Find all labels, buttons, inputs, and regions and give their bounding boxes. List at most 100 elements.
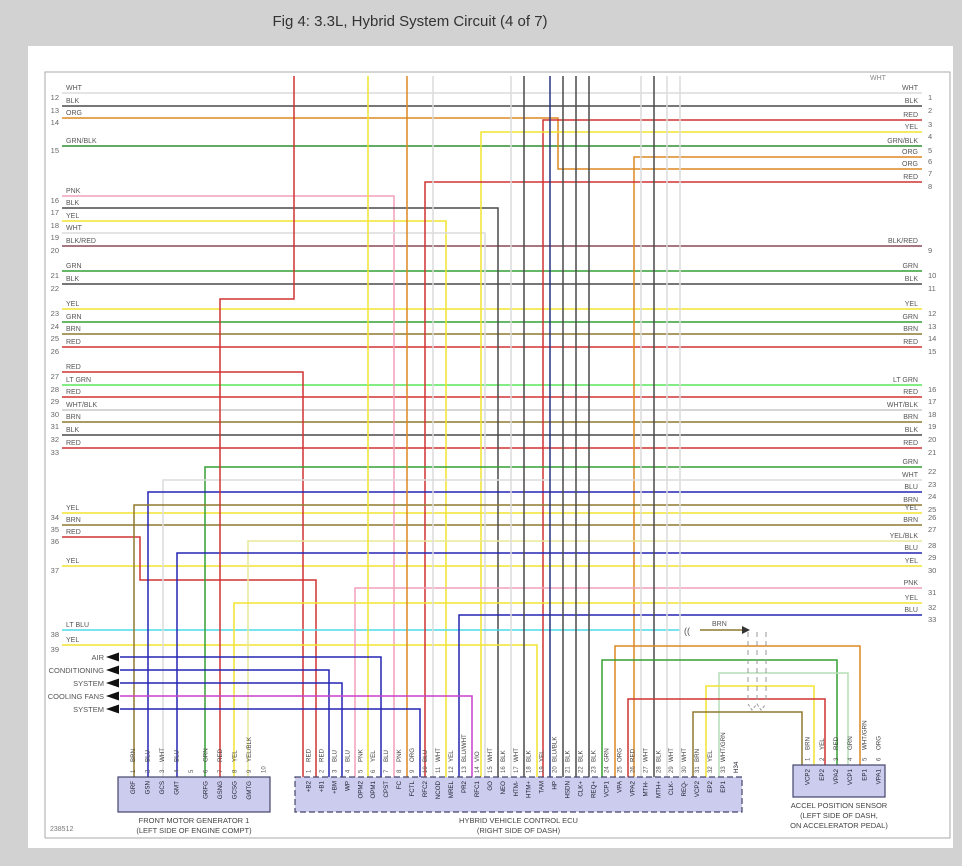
figure-title: Fig 4: 3.3L, Hybrid System Circuit (4 of… (272, 13, 548, 30)
connector-pin-name: REQ- (681, 781, 688, 796)
left-pin-number: 31 (51, 422, 59, 431)
right-wire-color-label: GRN (902, 263, 918, 270)
right-wire-color-label: BLK (905, 427, 919, 434)
left-pin-number: 30 (51, 410, 59, 419)
connector-pin-number: 6 (371, 769, 377, 773)
right-wire-color-label: ORG (902, 161, 918, 168)
connector-wire-color: VIO (474, 751, 481, 762)
wire-org (633, 156, 922, 777)
right-pin-number: 31 (928, 588, 936, 597)
connector-pin-number: 19 (540, 766, 546, 773)
connector-pin-number: 29 (669, 766, 675, 773)
connector-pin-name: VPA1 (875, 768, 882, 784)
left-pin-number: 35 (51, 525, 59, 534)
right-wire-color-label: LT GRN (893, 377, 918, 384)
right-wire-color-label: BLK (905, 276, 919, 283)
wire-yel (233, 602, 922, 777)
right-pin-number: 3 (928, 120, 932, 129)
connector-wire-color: GRN (202, 748, 209, 762)
wire-red (219, 76, 295, 777)
system-label: SYSTEM (73, 679, 104, 688)
right-wire-color-label: YEL (905, 124, 918, 131)
right-pin-number: 14 (928, 334, 936, 343)
right-wire-color-label: WHT/BLK (887, 402, 918, 409)
connector-pin-number: 25 (617, 766, 623, 773)
connector-pin-number: 31 (695, 766, 701, 773)
connector-pin-number: 3 (332, 769, 338, 773)
wire-blu (176, 552, 922, 777)
left-pin-number: 26 (51, 347, 59, 356)
left-pin-number: 36 (51, 537, 59, 546)
right-wire-color-label: BLU (904, 607, 918, 614)
wire-blu (147, 491, 922, 777)
connector-wire-color: BLU (344, 750, 351, 762)
connector-pin-name: GCSG (231, 781, 238, 799)
connector-wire-color: YEL/BLK (246, 736, 253, 762)
shield-dash-end (747, 703, 767, 711)
connector-wire-color: WHT (159, 748, 166, 762)
connector-pin-number: 14 (475, 766, 481, 773)
right-wire-color-label: RED (903, 339, 918, 346)
right-wire-color-label: GRN (902, 314, 918, 321)
connector-pin-name: OPM1 (370, 780, 377, 798)
connector-pin-number: 23 (592, 766, 598, 773)
connector-id: H34 (733, 761, 740, 773)
connector-pin-number: 4 (848, 757, 854, 761)
figure-number: 238512 (50, 826, 73, 833)
left-wire-color-label: GRN (66, 314, 82, 321)
connector-wire-color: WHT/GRN (720, 732, 727, 762)
connector-pin-name: GSN (144, 781, 151, 794)
right-wire-color-label: YEL (905, 301, 918, 308)
right-wire-color-label: YEL (905, 558, 918, 565)
connector-wire-color: WHT/GRN (861, 720, 868, 750)
connector-pin-number: 6 (203, 769, 209, 773)
right-wire-color-label: WHT (902, 85, 919, 92)
connector-pin-name: GO (487, 781, 494, 791)
connector-pin-name: FCTL (409, 780, 416, 796)
connector-pin-number: 28 (656, 766, 662, 773)
right-pin-number: 2 (928, 106, 932, 115)
connector-pin-name: GCS (159, 781, 166, 794)
connector-box (792, 764, 886, 798)
left-pin-number: 37 (51, 566, 59, 575)
connector-pin-number: 1 (306, 769, 312, 773)
connector-wire-color: ORG (875, 736, 882, 750)
right-pin-number: 22 (928, 467, 936, 476)
left-wire-color-label: RED (66, 364, 81, 371)
connector-pin-number: 16 (501, 766, 507, 773)
right-wire-color-label: PNK (904, 580, 919, 587)
wire-red (424, 181, 922, 777)
right-pin-number: 32 (928, 603, 936, 612)
right-pin-number: 6 (928, 157, 932, 166)
connector-pin-name: EP2 (819, 768, 826, 780)
connector-wire-color: BLK (655, 749, 662, 762)
left-wire-color-label: GRN/BLK (66, 138, 97, 145)
left-pin-number: 19 (51, 233, 59, 242)
wire-yel-blk (247, 540, 922, 777)
right-pin-number: 26 (928, 513, 936, 522)
connector-wire-color: YEL (370, 750, 377, 762)
wire-org (614, 645, 861, 777)
connector-pin-number: 5 (862, 757, 868, 761)
left-wire-color-label: LT GRN (66, 377, 91, 384)
left-wire-color-label: BLK (66, 427, 80, 434)
right-wire-color-label: BRN (903, 517, 918, 524)
wire-grn (601, 659, 838, 777)
connector-pin-name: TAM (539, 781, 546, 794)
right-wire-color-label: BLU (904, 484, 918, 491)
left-pin-number: 17 (51, 208, 59, 217)
right-pin-number: 25 (928, 505, 936, 514)
connector-pin-number: 32 (708, 766, 714, 773)
right-pin-number: 13 (928, 322, 936, 331)
wire-org (62, 117, 922, 170)
wire-blu (120, 682, 343, 777)
left-wire-color-label: WHT (66, 225, 83, 232)
connector-pin-name: WP (344, 781, 351, 791)
connector-wire-color: RED (833, 736, 840, 750)
left-wire-color-label: RED (66, 339, 81, 346)
connector-pin-number: 22 (579, 766, 585, 773)
connector-wire-color: BLU (173, 750, 180, 762)
connector-pin-name: FC (396, 780, 403, 789)
connector-pin-number: 3 (834, 757, 840, 761)
connector-boxes (117, 764, 886, 813)
